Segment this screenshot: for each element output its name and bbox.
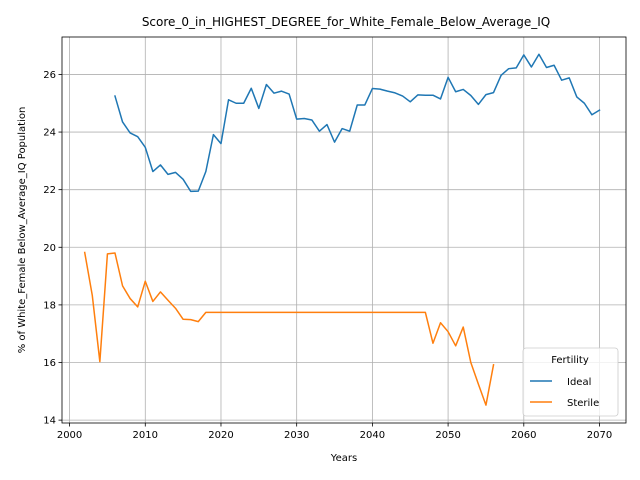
- y-axis: 14 16 18 20 22 24 26: [43, 70, 62, 427]
- x-tick-label: 2010: [133, 430, 158, 441]
- y-tick-label: 16: [43, 358, 56, 369]
- series-line-sterile: [83, 251, 495, 406]
- legend-label-sterile: Sterile: [567, 398, 599, 409]
- y-tick-label: 18: [43, 300, 56, 311]
- legend-label-ideal: Ideal: [567, 377, 591, 388]
- x-tick-label: 2000: [57, 430, 82, 441]
- x-axis-label: Years: [330, 453, 357, 464]
- y-tick-label: 24: [43, 128, 56, 139]
- y-tick-label: 26: [43, 70, 56, 81]
- x-tick-label: 2020: [208, 430, 233, 441]
- chart-title: Score_0_in_HIGHEST_DEGREE_for_White_Fema…: [142, 15, 550, 29]
- x-tick-label: 2040: [360, 430, 385, 441]
- x-tick-label: 2060: [511, 430, 536, 441]
- y-tick-label: 20: [43, 243, 56, 254]
- legend-box: [522, 347, 619, 417]
- legend: Fertility Ideal Sterile: [522, 347, 619, 417]
- legend-title: Fertility: [551, 355, 589, 366]
- plot-frame: [61, 36, 627, 424]
- y-axis-label: % of White_Female Below_Average_IQ Popul…: [17, 107, 28, 354]
- x-tick-label: 2050: [435, 430, 460, 441]
- x-tick-label: 2070: [587, 430, 612, 441]
- grid: [62, 37, 626, 423]
- series-layer: [83, 53, 601, 406]
- x-tick-label: 2030: [284, 430, 309, 441]
- x-axis: 2000 2010 2020 2030 2040 2050 2060 2070: [57, 423, 612, 441]
- y-tick-label: 14: [43, 416, 56, 427]
- y-tick-label: 22: [43, 185, 56, 196]
- series-line-ideal: [114, 53, 601, 193]
